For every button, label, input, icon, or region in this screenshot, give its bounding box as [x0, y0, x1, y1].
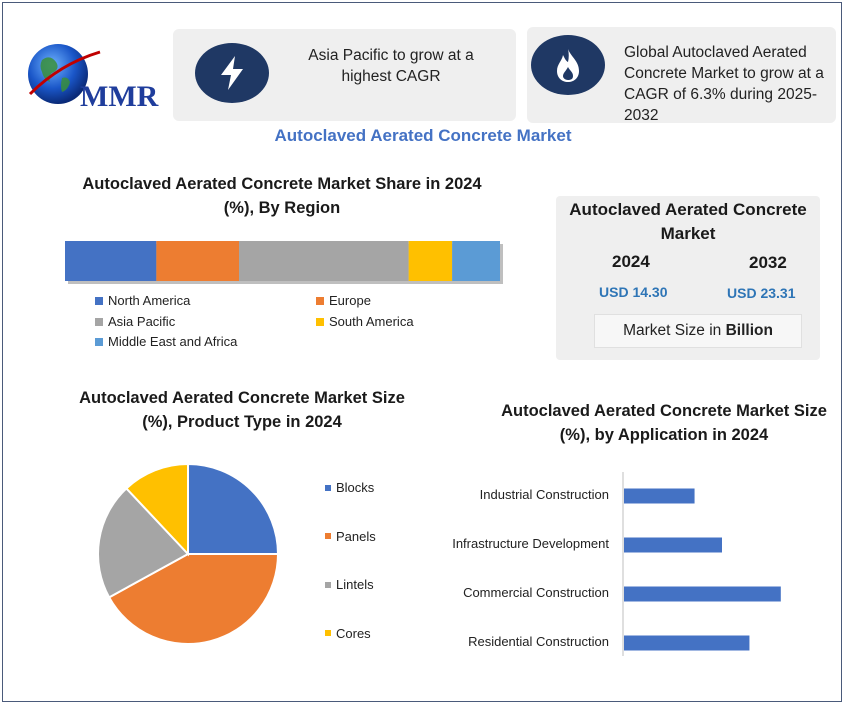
application-chart-title: Autoclaved Aerated Concrete Market Size … — [501, 402, 827, 444]
pie-slice-panels — [107, 553, 280, 645]
legend-item-panels: Panels — [325, 529, 376, 544]
legend-item-blocks: Blocks — [325, 480, 374, 495]
market-size-title: Autoclaved Aerated Concrete Market — [569, 200, 807, 243]
legend-label: South America — [329, 314, 414, 329]
category-label-commercial-construction: Commercial Construction — [463, 585, 609, 600]
year-2024-label: 2024 — [612, 252, 650, 271]
region-segment-south-america — [408, 241, 453, 281]
unit-prefix: Market Size in — [623, 322, 726, 339]
legend-swatch — [325, 533, 331, 539]
legend-item-europe: Europe — [316, 293, 371, 308]
region-segment-europe — [156, 241, 239, 281]
legend-item-north-america: North America — [95, 293, 190, 308]
legend-label: North America — [108, 293, 191, 308]
market-size-box: Autoclaved Aerated Concrete Market 2024 … — [556, 196, 820, 360]
region-segment-asia-pacific — [239, 241, 409, 281]
svg-text:MMR: MMR — [80, 80, 159, 113]
legend-swatch — [325, 484, 331, 491]
category-label-industrial-construction: Industrial Construction — [479, 487, 609, 502]
highlight-card-cagr: Global Autoclaved Aerated Concrete Marke… — [527, 27, 836, 124]
region-segment-north-america — [65, 241, 157, 281]
legend-item-middle-east-and-africa: Middle East and Africa — [95, 334, 237, 349]
region-segment-middle-east-and-africa — [452, 241, 500, 281]
lightning-icon — [195, 43, 269, 103]
application-bar-chart — [622, 472, 781, 656]
legend-item-cores: Cores — [325, 626, 371, 641]
legend-swatch — [325, 630, 331, 636]
value-2032: USD 23.31 — [727, 285, 796, 301]
product-chart-title: Autoclaved Aerated Concrete Market Size … — [79, 389, 405, 431]
bar-infrastructure-development — [624, 537, 722, 553]
legend-swatch — [95, 317, 103, 326]
pie-slice-lintels — [97, 486, 190, 599]
product-pie-chart — [97, 462, 280, 645]
legend-item-asia-pacific: Asia Pacific — [95, 314, 175, 329]
legend-label: Blocks — [336, 480, 375, 495]
pie-slice-blocks — [187, 462, 280, 555]
market-size-unit: Market Size in Billion — [594, 314, 802, 348]
bar-commercial-construction — [624, 586, 781, 602]
highlight-text-cagr: Global Autoclaved Aerated Concrete Marke… — [624, 44, 824, 124]
highlight-text-asia: Asia Pacific to grow at a highest CAGR — [308, 47, 474, 85]
legend-swatch — [95, 296, 103, 305]
category-label-residential-construction: Residential Construction — [468, 634, 609, 649]
bar-residential-construction — [624, 635, 750, 651]
legend-swatch — [325, 581, 331, 588]
year-2032-label: 2032 — [749, 253, 787, 272]
legend-label: Panels — [336, 528, 376, 544]
legend-label: Lintels — [336, 577, 374, 592]
legend-swatch — [316, 296, 324, 305]
region-chart-title: Autoclaved Aerated Concrete Market Share… — [82, 175, 482, 217]
unit-bold: Billion — [725, 322, 773, 339]
legend-label: Cores — [336, 625, 371, 641]
legend-label: Middle East and Africa — [108, 334, 238, 349]
region-stacked-bar-chart — [65, 241, 503, 284]
legend-swatch — [95, 337, 103, 346]
bar-industrial-construction — [624, 488, 695, 504]
legend-swatch — [316, 317, 324, 326]
legend-label: Asia Pacific — [108, 314, 176, 329]
legend-label: Europe — [329, 293, 371, 308]
page-title: Autoclaved Aerated Concrete Market — [274, 126, 572, 145]
category-label-infrastructure-development: Infrastructure Development — [452, 536, 609, 551]
value-2024: USD 14.30 — [599, 284, 668, 300]
legend-item-south-america: South America — [316, 314, 414, 329]
highlight-card-asia: Asia Pacific to grow at a highest CAGR — [173, 29, 516, 121]
mmr-logo: MMR — [22, 38, 162, 113]
legend-item-lintels: Lintels — [325, 577, 374, 592]
flame-icon — [531, 35, 605, 95]
pie-slice-cores — [124, 462, 189, 557]
